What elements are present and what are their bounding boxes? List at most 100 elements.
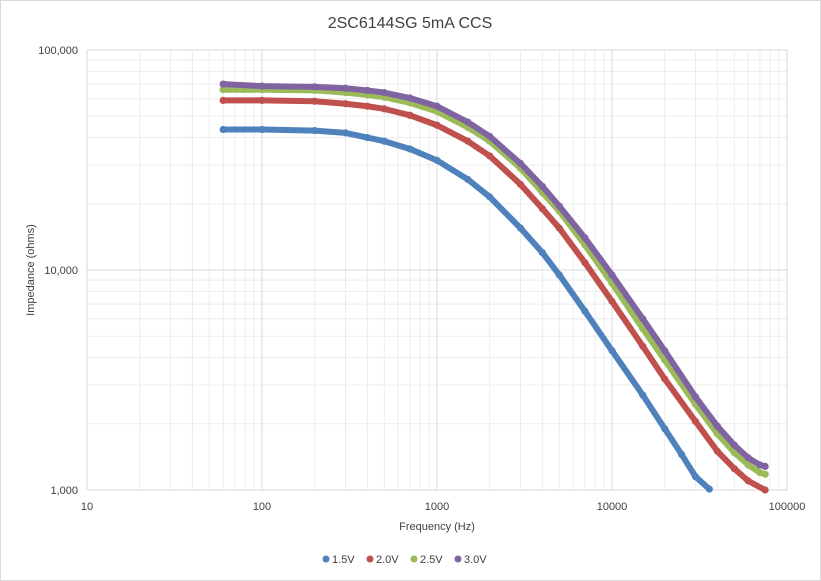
- data-point: [311, 97, 319, 105]
- data-point: [744, 461, 752, 469]
- data-point: [380, 89, 388, 97]
- y-tick-label: 100,000: [38, 45, 78, 57]
- y-axis-title: Impedance (ohms): [25, 224, 37, 316]
- x-tick-label: 1000: [425, 501, 449, 513]
- data-point: [639, 315, 647, 323]
- data-point: [341, 84, 350, 92]
- data-point: [219, 96, 227, 105]
- data-point: [581, 234, 589, 242]
- legend-marker: [410, 555, 418, 563]
- legend-marker: [366, 555, 374, 563]
- data-point: [761, 462, 769, 471]
- data-point: [705, 485, 713, 493]
- data-point: [608, 271, 616, 279]
- data-point: [486, 152, 494, 160]
- legend-item: 2.0V: [366, 554, 399, 566]
- x-tick-label: 100000: [769, 501, 806, 513]
- data-point: [219, 86, 227, 94]
- x-tick-label: 10000: [597, 501, 628, 513]
- data-point: [433, 102, 441, 110]
- data-point: [464, 137, 472, 145]
- data-point: [691, 473, 700, 481]
- data-point: [406, 145, 414, 153]
- data-point: [730, 465, 738, 473]
- data-point: [516, 180, 525, 188]
- data-point: [311, 127, 319, 135]
- data-point: [713, 447, 721, 455]
- series-1.5V: [219, 125, 713, 493]
- legend-label: 2.0V: [376, 554, 399, 566]
- data-point: [761, 470, 769, 478]
- data-point: [486, 193, 494, 201]
- data-point: [538, 205, 546, 213]
- data-point: [219, 80, 227, 88]
- data-point: [380, 105, 388, 113]
- data-point: [691, 417, 700, 426]
- data-point: [661, 347, 669, 355]
- data-point: [581, 307, 589, 315]
- legend-label: 1.5V: [332, 554, 355, 566]
- data-point: [363, 102, 371, 110]
- series-2.0V: [219, 96, 769, 494]
- data-point: [219, 125, 227, 134]
- series-line: [220, 97, 769, 493]
- y-tick-label: 10,000: [44, 265, 78, 277]
- data-point: [691, 393, 700, 401]
- data-point: [538, 248, 546, 257]
- data-point: [639, 325, 647, 333]
- legend-item: 1.5V: [322, 554, 355, 566]
- data-point: [516, 224, 525, 232]
- data-point: [380, 137, 388, 145]
- y-tick-label: 1,000: [50, 485, 78, 497]
- data-point: [406, 94, 414, 102]
- data-point: [258, 82, 266, 90]
- chart-title: 2SC6144SG 5mA CCS: [328, 15, 493, 32]
- data-point: [678, 450, 686, 459]
- data-point: [661, 375, 669, 383]
- data-point: [406, 111, 414, 119]
- legend-label: 3.0V: [464, 554, 487, 566]
- legend-item: 2.5V: [410, 554, 443, 566]
- legend: 1.5V 2.0V 2.5V 3.0V: [322, 554, 487, 566]
- legend-label: 2.5V: [420, 554, 443, 566]
- data-point: [730, 441, 738, 449]
- data-point: [311, 83, 319, 91]
- series-3.0V: [219, 80, 769, 471]
- x-tick-label: 10: [81, 501, 93, 513]
- data-point: [341, 100, 350, 108]
- data-point: [661, 425, 669, 433]
- data-point: [538, 182, 546, 190]
- data-point: [555, 202, 563, 210]
- data-point: [639, 391, 647, 399]
- data-point: [744, 454, 752, 462]
- series-line: [220, 126, 713, 493]
- data-point: [464, 118, 472, 126]
- data-point: [464, 175, 472, 184]
- data-point: [744, 477, 752, 485]
- data-point: [258, 125, 266, 134]
- data-point: [433, 156, 441, 164]
- major-gridlines: [86, 49, 788, 491]
- data-point: [486, 132, 494, 140]
- legend-marker: [454, 555, 462, 563]
- data-point: [433, 121, 441, 129]
- data-point: [363, 133, 371, 142]
- data-point: [363, 86, 371, 95]
- x-tick-label: 100: [253, 501, 271, 513]
- tick-labels: 10 100 1000 10000 100000 1,000 10,000 100,000: [38, 45, 805, 513]
- data-point: [516, 159, 525, 168]
- legend-item: 3.0V: [454, 554, 487, 566]
- data-point: [341, 129, 350, 137]
- data-point: [608, 347, 616, 355]
- x-axis-title: Frequency (Hz): [399, 521, 475, 533]
- data-point: [608, 297, 616, 305]
- data-point: [555, 271, 563, 279]
- data-point: [713, 422, 721, 430]
- data-point: [258, 96, 266, 105]
- data-point: [555, 224, 563, 232]
- data-point: [581, 259, 589, 267]
- data-point: [639, 342, 647, 350]
